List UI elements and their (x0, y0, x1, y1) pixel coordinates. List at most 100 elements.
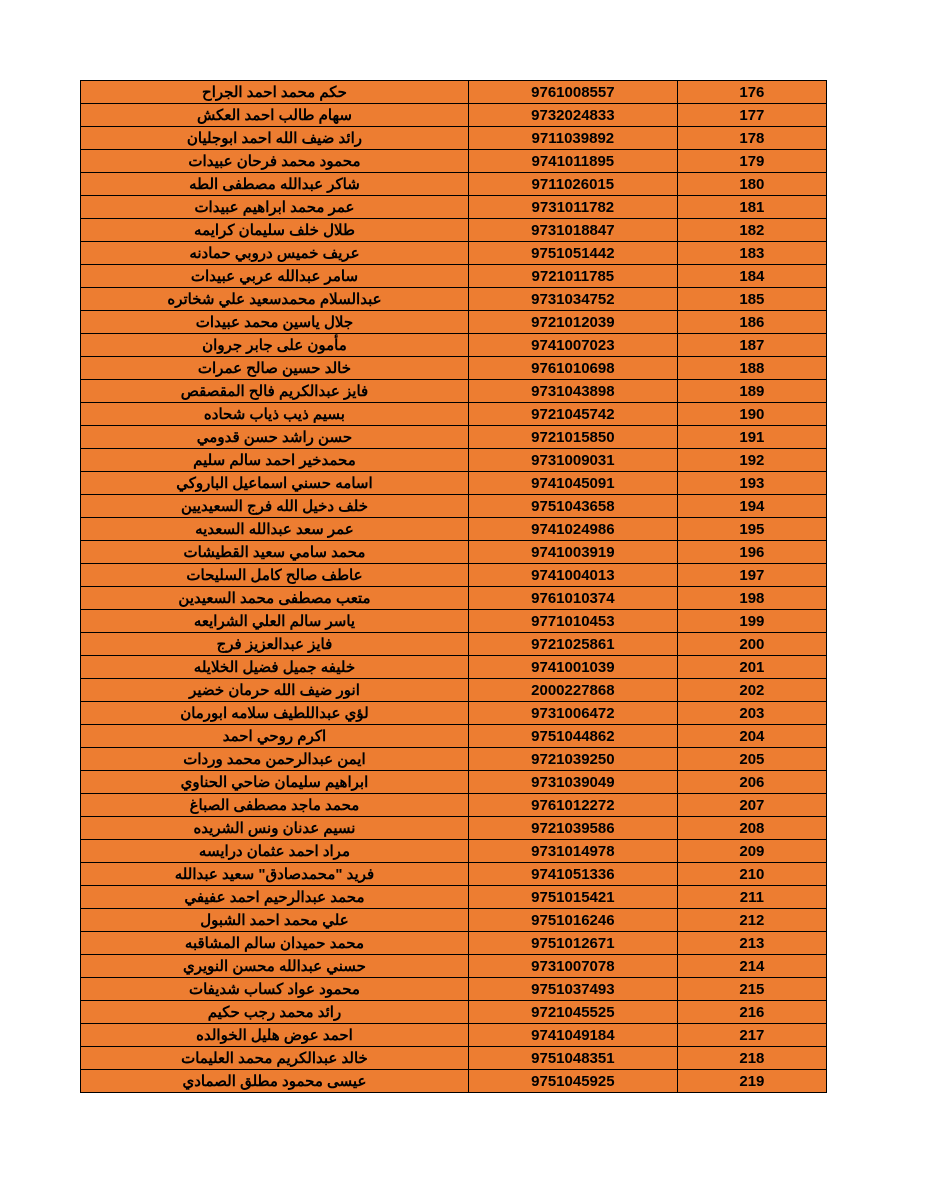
name-cell: خليفه جميل فضيل الخلايله (81, 656, 469, 679)
name-cell: ابراهيم سليمان ضاحي الحناوي (81, 771, 469, 794)
index-cell: 183 (677, 242, 826, 265)
index-cell: 199 (677, 610, 826, 633)
table-row: حسن راشد حسن قدومي9721015850191 (81, 426, 827, 449)
number-cell: 9741024986 (468, 518, 677, 541)
table-row: فايز عبدالعزيز فرج9721025861200 (81, 633, 827, 656)
name-cell: طلال خلف سليمان كرايمه (81, 219, 469, 242)
name-cell: حسن راشد حسن قدومي (81, 426, 469, 449)
index-cell: 216 (677, 1001, 826, 1024)
table-row: عمر سعد عبدالله السعديه9741024986195 (81, 518, 827, 541)
number-cell: 9731011782 (468, 196, 677, 219)
table-row: عاطف صالح كامل السليحات9741004013197 (81, 564, 827, 587)
index-cell: 208 (677, 817, 826, 840)
name-cell: محمد ماجد مصطفى الصباغ (81, 794, 469, 817)
number-cell: 9741007023 (468, 334, 677, 357)
table-row: محمد سامي سعيد القطيشات9741003919196 (81, 541, 827, 564)
names-table: حكم محمد احمد الجراح9761008557176سهام طا… (80, 80, 827, 1093)
table-row: خالد حسين صالح عمرات9761010698188 (81, 357, 827, 380)
number-cell: 9731039049 (468, 771, 677, 794)
number-cell: 9751016246 (468, 909, 677, 932)
index-cell: 187 (677, 334, 826, 357)
number-cell: 9731009031 (468, 449, 677, 472)
table-row: متعب مصطفى محمد السعيدين9761010374198 (81, 587, 827, 610)
number-cell: 9741051336 (468, 863, 677, 886)
index-cell: 181 (677, 196, 826, 219)
name-cell: جلال ياسين محمد عبيدات (81, 311, 469, 334)
table-row: فريد "محمدصادق" سعيد عبدالله974105133621… (81, 863, 827, 886)
number-cell: 9741003919 (468, 541, 677, 564)
name-cell: عمر محمد ابراهيم عبيدات (81, 196, 469, 219)
number-cell: 9721045742 (468, 403, 677, 426)
table-row: خليفه جميل فضيل الخلايله9741001039201 (81, 656, 827, 679)
name-cell: فريد "محمدصادق" سعيد عبدالله (81, 863, 469, 886)
table-row: محمد حميدان سالم المشاقبه9751012671213 (81, 932, 827, 955)
table-row: انور ضيف الله حرمان خضير2000227868202 (81, 679, 827, 702)
name-cell: عمر سعد عبدالله السعديه (81, 518, 469, 541)
table-row: لؤي عبداللطيف سلامه ابورمان9731006472203 (81, 702, 827, 725)
table-row: فايز عبدالكريم فالح المقصقص9731043898189 (81, 380, 827, 403)
name-cell: محمد حميدان سالم المشاقبه (81, 932, 469, 955)
number-cell: 2000227868 (468, 679, 677, 702)
table-row: نسيم عدنان ونس الشريده9721039586208 (81, 817, 827, 840)
number-cell: 9731018847 (468, 219, 677, 242)
table-row: ايمن عبدالرحمن محمد وردات9721039250205 (81, 748, 827, 771)
name-cell: علي محمد احمد الشبول (81, 909, 469, 932)
name-cell: احمد عوض هليل الخوالده (81, 1024, 469, 1047)
number-cell: 9721015850 (468, 426, 677, 449)
table-row: حسني عبدالله محسن النويري9731007078214 (81, 955, 827, 978)
number-cell: 9731007078 (468, 955, 677, 978)
number-cell: 9741049184 (468, 1024, 677, 1047)
name-cell: بسيم ذيب ذياب شحاده (81, 403, 469, 426)
number-cell: 9721025861 (468, 633, 677, 656)
number-cell: 9741045091 (468, 472, 677, 495)
index-cell: 218 (677, 1047, 826, 1070)
name-cell: ياسر سالم العلي الشرايعه (81, 610, 469, 633)
name-cell: عاطف صالح كامل السليحات (81, 564, 469, 587)
name-cell: انور ضيف الله حرمان خضير (81, 679, 469, 702)
index-cell: 178 (677, 127, 826, 150)
name-cell: محمود عواد كساب شديفات (81, 978, 469, 1001)
index-cell: 191 (677, 426, 826, 449)
number-cell: 9711039892 (468, 127, 677, 150)
index-cell: 177 (677, 104, 826, 127)
index-cell: 179 (677, 150, 826, 173)
name-cell: عريف خميس دروبي حمادنه (81, 242, 469, 265)
index-cell: 180 (677, 173, 826, 196)
number-cell: 9741011895 (468, 150, 677, 173)
index-cell: 219 (677, 1070, 826, 1093)
table-body: حكم محمد احمد الجراح9761008557176سهام طا… (81, 81, 827, 1093)
number-cell: 9731006472 (468, 702, 677, 725)
name-cell: فايز عبدالكريم فالح المقصقص (81, 380, 469, 403)
name-cell: رائد ضيف الله احمد ابوجليان (81, 127, 469, 150)
number-cell: 9751037493 (468, 978, 677, 1001)
index-cell: 200 (677, 633, 826, 656)
name-cell: عيسى محمود مطلق الصمادي (81, 1070, 469, 1093)
table-row: عمر محمد ابراهيم عبيدات9731011782181 (81, 196, 827, 219)
number-cell: 9751044862 (468, 725, 677, 748)
number-cell: 9721039586 (468, 817, 677, 840)
name-cell: محمد سامي سعيد القطيشات (81, 541, 469, 564)
table-row: محمدخير احمد سالم سليم9731009031192 (81, 449, 827, 472)
name-cell: متعب مصطفى محمد السعيدين (81, 587, 469, 610)
index-cell: 185 (677, 288, 826, 311)
index-cell: 211 (677, 886, 826, 909)
table-row: محمد ماجد مصطفى الصباغ9761012272207 (81, 794, 827, 817)
table-row: احمد عوض هليل الخوالده9741049184217 (81, 1024, 827, 1047)
number-cell: 9732024833 (468, 104, 677, 127)
number-cell: 9751051442 (468, 242, 677, 265)
name-cell: خالد عبدالكريم محمد العليمات (81, 1047, 469, 1070)
number-cell: 9721039250 (468, 748, 677, 771)
name-cell: فايز عبدالعزيز فرج (81, 633, 469, 656)
name-cell: محمود محمد فرحان عبيدات (81, 150, 469, 173)
table-row: ياسر سالم العلي الشرايعه9771010453199 (81, 610, 827, 633)
index-cell: 212 (677, 909, 826, 932)
number-cell: 9751043658 (468, 495, 677, 518)
index-cell: 194 (677, 495, 826, 518)
number-cell: 9751015421 (468, 886, 677, 909)
table-row: رائد محمد رجب حكيم9721045525216 (81, 1001, 827, 1024)
number-cell: 9761010374 (468, 587, 677, 610)
name-cell: مأمون على جابر جروان (81, 334, 469, 357)
number-cell: 9731034752 (468, 288, 677, 311)
name-cell: سهام طالب احمد العكش (81, 104, 469, 127)
table-row: طلال خلف سليمان كرايمه9731018847182 (81, 219, 827, 242)
